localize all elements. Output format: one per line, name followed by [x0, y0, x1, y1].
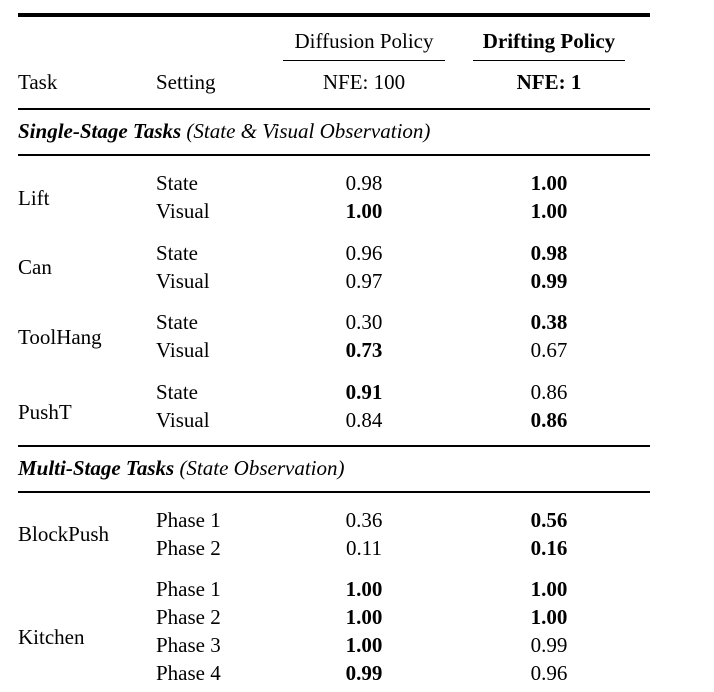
setting-label: State — [156, 171, 198, 195]
diffusion-value: 0.97 — [345, 268, 383, 293]
diffusion-value: 0.36 — [345, 507, 383, 532]
diffusion-value: 0.84 — [345, 407, 383, 432]
setting-label: Visual — [156, 199, 210, 223]
table-row: PushT State 0.91 0.86 — [18, 365, 650, 424]
task-column-header: Task — [18, 70, 58, 94]
diffusion-value: 0.11 — [346, 535, 382, 560]
setting-label: Phase 1 — [156, 577, 221, 601]
drifting-nfe-label: NFE: 1 — [516, 70, 582, 94]
diffusion-value: 1.00 — [345, 633, 383, 657]
diffusion-value: 0.73 — [345, 338, 383, 362]
diffusion-value: 0.98 — [345, 171, 383, 195]
drifting-value: 1.00 — [530, 605, 568, 629]
task-label-toolhang: ToolHang — [18, 324, 102, 349]
results-table: Diffusion Policy Drifting Policy Task Se… — [18, 13, 650, 692]
drifting-value: 0.67 — [530, 338, 568, 362]
table-row: Kitchen Phase 1 1.00 1.00 — [18, 562, 650, 649]
table-row: Can State 0.96 0.98 — [18, 226, 650, 280]
drifting-value: 0.16 — [530, 535, 568, 560]
setting-label: State — [156, 240, 198, 265]
setting-label: Visual — [156, 338, 210, 362]
table-row: Phase 3 1.00 0.99 — [18, 632, 650, 660]
section-header-single-stage: Single-Stage Tasks (State & Visual Obser… — [18, 109, 650, 155]
section-subtitle: (State & Visual Observation) — [186, 119, 431, 143]
diffusion-value: 1.00 — [345, 199, 383, 223]
diffusion-policy-header: Diffusion Policy — [280, 15, 448, 61]
table-row: Lift State 0.98 1.00 — [18, 155, 650, 210]
setting-label: Phase 1 — [156, 507, 221, 532]
diffusion-value: 0.91 — [345, 379, 383, 404]
drifting-value: 0.38 — [530, 310, 568, 334]
drifting-value: 0.98 — [530, 240, 568, 265]
table-row: Phase 2 1.00 1.00 — [18, 604, 650, 632]
drifting-value: 1.00 — [530, 577, 568, 601]
task-label-can: Can — [18, 255, 52, 280]
column-header-row: Task Setting NFE: 100 NFE: 1 — [18, 61, 650, 109]
table-row: Phase 2 0.11 0.16 — [18, 534, 650, 562]
task-label-blockpush: BlockPush — [18, 522, 110, 547]
policy-header-row: Diffusion Policy Drifting Policy — [18, 15, 650, 61]
diffusion-value: 0.96 — [345, 240, 383, 265]
setting-label: State — [156, 379, 198, 404]
diffusion-value: 0.99 — [345, 661, 383, 685]
table-row: Visual 0.84 0.86 — [18, 406, 650, 446]
diffusion-policy-label: Diffusion Policy — [294, 29, 434, 53]
drifting-value: 0.86 — [530, 379, 568, 404]
table-row: BlockPush Phase 1 0.36 0.56 — [18, 492, 650, 547]
drifting-value: 1.00 — [530, 171, 568, 195]
diffusion-value: 0.30 — [345, 310, 383, 334]
drifting-cmidrule — [473, 60, 625, 61]
setting-column-header: Setting — [156, 70, 216, 94]
drifting-value: 0.96 — [530, 661, 568, 685]
drifting-policy-header: Drifting Policy — [448, 15, 650, 61]
diffusion-value: 1.00 — [345, 605, 383, 629]
section-header-text: Single-Stage Tasks (State & Visual Obser… — [18, 109, 650, 155]
setting-label: State — [156, 310, 198, 334]
diffusion-nfe-label: NFE: 100 — [322, 70, 406, 94]
setting-label: Visual — [156, 407, 210, 432]
section-header-multi-stage: Multi-Stage Tasks (State Observation) — [18, 445, 650, 492]
setting-label: Visual — [156, 268, 210, 293]
drifting-value: 0.56 — [530, 507, 568, 532]
diffusion-value: 1.00 — [345, 577, 383, 601]
drifting-value: 0.86 — [530, 407, 568, 432]
drifting-value: 1.00 — [530, 199, 568, 223]
header-spacer — [18, 15, 280, 61]
task-label-pusht: PushT — [18, 399, 72, 424]
section-header-text: Multi-Stage Tasks (State Observation) — [18, 446, 650, 492]
diffusion-cmidrule — [283, 60, 445, 61]
drifting-value: 0.99 — [530, 633, 568, 657]
table-row: Visual 0.97 0.99 — [18, 267, 650, 295]
table-row: Visual 1.00 1.00 — [18, 198, 650, 226]
setting-label: Phase 4 — [156, 661, 221, 685]
table-row: Visual 0.73 0.67 — [18, 337, 650, 365]
section-title: Single-Stage Tasks — [18, 119, 182, 143]
table-row: ToolHang State 0.30 0.38 — [18, 295, 650, 349]
task-label-lift: Lift — [18, 185, 50, 210]
setting-label: Phase 2 — [156, 605, 221, 629]
section-subtitle: (State Observation) — [179, 455, 345, 480]
section-title: Multi-Stage Tasks — [18, 455, 175, 480]
setting-label: Phase 2 — [156, 535, 221, 560]
drifting-value: 0.99 — [530, 268, 568, 293]
table-row: Phase 4 0.99 0.96 — [18, 660, 650, 692]
drifting-policy-label: Drifting Policy — [482, 29, 616, 53]
setting-label: Phase 3 — [156, 633, 221, 657]
task-label-kitchen: Kitchen — [18, 625, 85, 649]
